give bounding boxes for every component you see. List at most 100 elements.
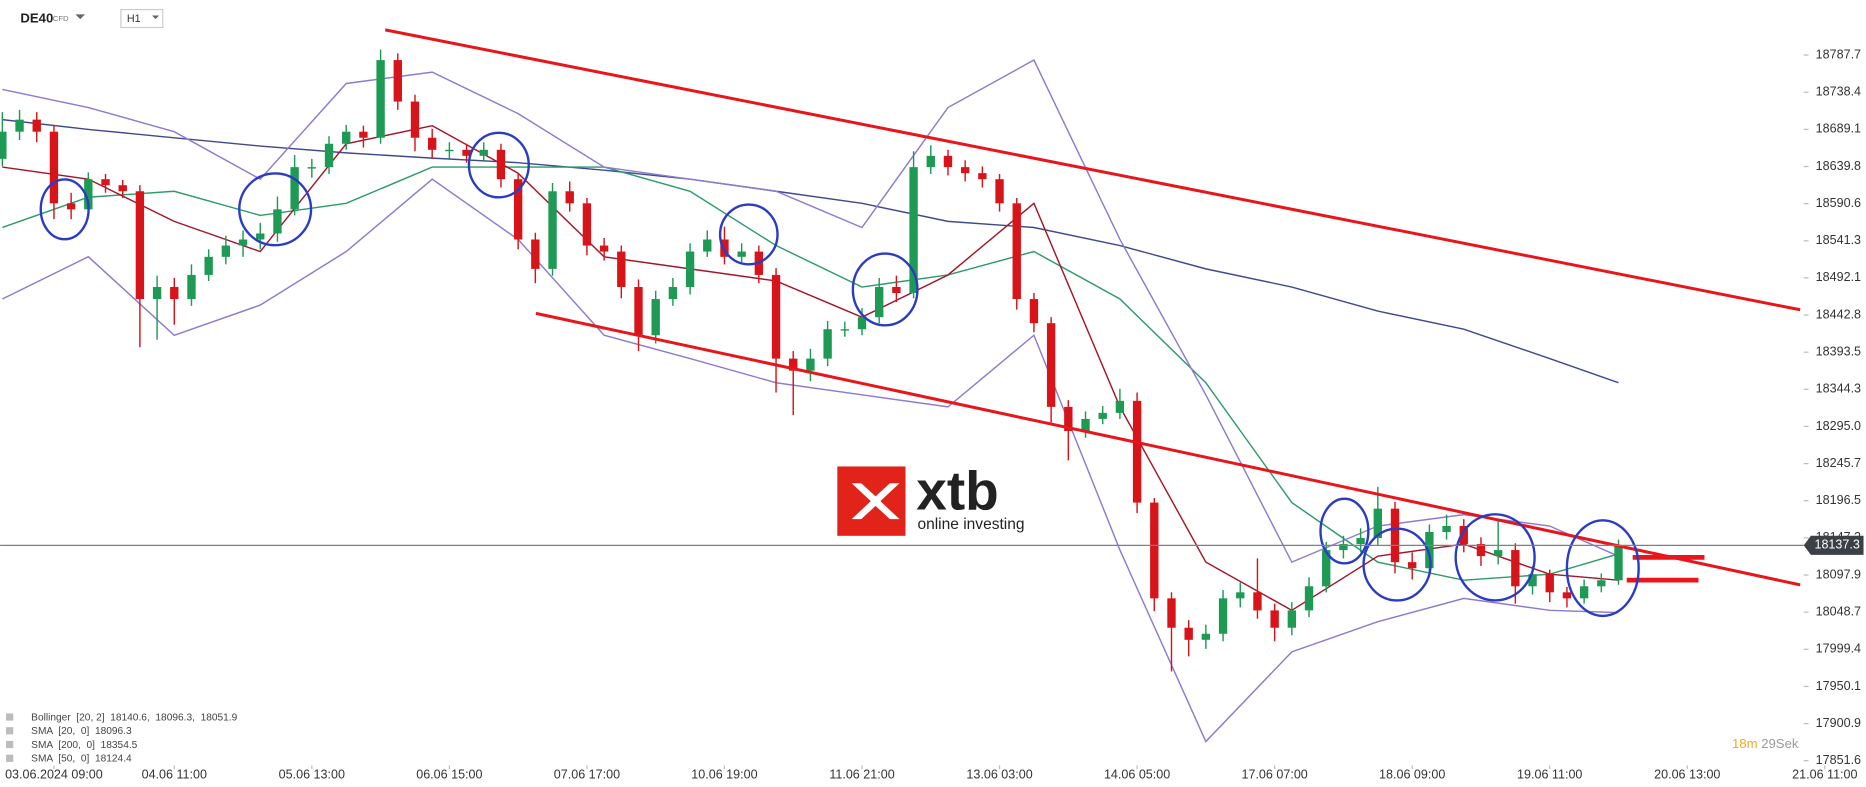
x-tick-label: 06.06 15:00	[416, 767, 482, 781]
indicator-legend: Bollinger [20, 2] 18140.6, 18096.3, 1805…	[6, 712, 238, 765]
candle-body	[479, 149, 488, 156]
legend-icon	[6, 727, 14, 735]
candle-body	[273, 209, 282, 234]
candle-body	[1442, 525, 1451, 532]
candle-body	[1562, 592, 1572, 599]
candle-body	[1356, 538, 1365, 545]
logo-tagline: online investing	[917, 516, 1024, 533]
legend-entry: Bollinger [20, 2] 18140.6, 18096.3, 1805…	[31, 712, 237, 723]
x-tick-label: 07.06 17:00	[554, 767, 620, 781]
candle-body	[513, 179, 523, 240]
x-tick-label: 05.06 13:00	[279, 767, 345, 781]
x-tick-label: 20.06 13:00	[1654, 767, 1720, 781]
candle-body	[943, 155, 953, 168]
candle-body	[1236, 592, 1245, 599]
logo-brand: xtb	[916, 460, 999, 522]
indicator-line	[2, 178, 1619, 743]
candle-body	[1425, 531, 1434, 569]
y-tick-label: 17900.9	[1816, 716, 1861, 730]
trendline	[535, 311, 1801, 587]
logo: xtb online investing	[837, 460, 1025, 536]
trendline	[384, 28, 1801, 312]
candle-body	[152, 286, 162, 300]
candle-body	[187, 274, 196, 300]
y-tick-label: 18048.7	[1816, 604, 1861, 618]
candle-body	[1390, 508, 1400, 563]
candle-body	[1579, 586, 1589, 599]
indicator-line	[2, 59, 1619, 564]
candle-body	[204, 256, 213, 275]
candle-body	[66, 203, 76, 210]
legend-entry: SMA [200, 0] 18354.5	[31, 740, 138, 751]
candle-body	[1270, 610, 1279, 628]
candle-body	[427, 137, 437, 150]
candle-body	[634, 286, 643, 336]
x-tick-label: 13.06 03:00	[966, 767, 1032, 781]
candle-body	[393, 60, 402, 102]
candle-body	[548, 191, 557, 269]
symbol: DE40	[20, 11, 53, 26]
candle-body	[170, 286, 179, 300]
candle-body	[1545, 574, 1554, 593]
candle-body	[238, 239, 248, 246]
candle-body	[1012, 203, 1021, 300]
candle-body	[840, 329, 850, 331]
candle-body	[582, 203, 592, 246]
candle-body	[1184, 627, 1193, 640]
x-tick-label: 14.06 05:00	[1104, 767, 1170, 781]
highlight-circle	[851, 252, 919, 327]
candle-body	[324, 143, 334, 168]
legend-icon	[6, 754, 14, 762]
candle-body	[1459, 525, 1468, 545]
candle-body	[1115, 400, 1125, 413]
y-tick-label: 18590.6	[1816, 196, 1861, 210]
timeframe-box[interactable]	[120, 8, 164, 29]
y-tick-label: 18295.0	[1816, 419, 1861, 433]
y-tick-label: 18097.9	[1816, 567, 1861, 581]
candle-body	[1098, 412, 1107, 419]
y-tick-label: 17950.1	[1816, 679, 1861, 693]
y-tick-label: 18787.7	[1816, 47, 1861, 61]
candle-body	[1597, 580, 1606, 587]
candle-body	[342, 131, 351, 144]
candle-body	[685, 251, 695, 287]
dropdown-arrow[interactable]	[151, 15, 160, 20]
x-tick-label: 21.06 11:00	[1792, 767, 1857, 781]
dropdown-arrow[interactable]	[75, 14, 86, 20]
x-tick-label: 18.06 09:00	[1379, 767, 1445, 781]
highlight-circle	[1454, 513, 1536, 602]
candle-body	[496, 149, 506, 180]
candle-body	[565, 191, 574, 204]
y-tick-label: 18442.8	[1816, 307, 1861, 321]
candle-body	[926, 155, 935, 168]
candle-body	[1493, 550, 1503, 557]
candle-body	[995, 179, 1004, 204]
x-tick-label: 03.06.2024 09:00	[5, 767, 103, 781]
candle-body	[703, 239, 712, 252]
candle-body	[1528, 574, 1537, 587]
candle-body	[1132, 400, 1142, 503]
y-tick-label: 17999.4	[1816, 642, 1861, 656]
legend-entry: SMA [20, 0] 18096.3	[31, 726, 132, 737]
candle-body	[1511, 550, 1520, 587]
candle-body	[1339, 544, 1348, 551]
candle-body	[15, 119, 24, 132]
candle-body	[1476, 544, 1486, 557]
candle-body	[1373, 508, 1382, 539]
highlight-circle	[238, 172, 313, 247]
candle-body	[359, 131, 368, 138]
y-tick-label: 18196.5	[1816, 493, 1861, 507]
candle-body	[49, 131, 59, 204]
highlight-circle	[1319, 497, 1370, 565]
candle-body	[1167, 598, 1176, 628]
candle-body	[290, 167, 299, 210]
candle-body	[221, 245, 231, 257]
candle-body	[806, 358, 815, 371]
candle-body	[118, 185, 127, 192]
y-tick-label: 18541.3	[1816, 233, 1861, 247]
timeframe[interactable]: H1	[127, 13, 141, 25]
candle-body	[875, 286, 884, 318]
